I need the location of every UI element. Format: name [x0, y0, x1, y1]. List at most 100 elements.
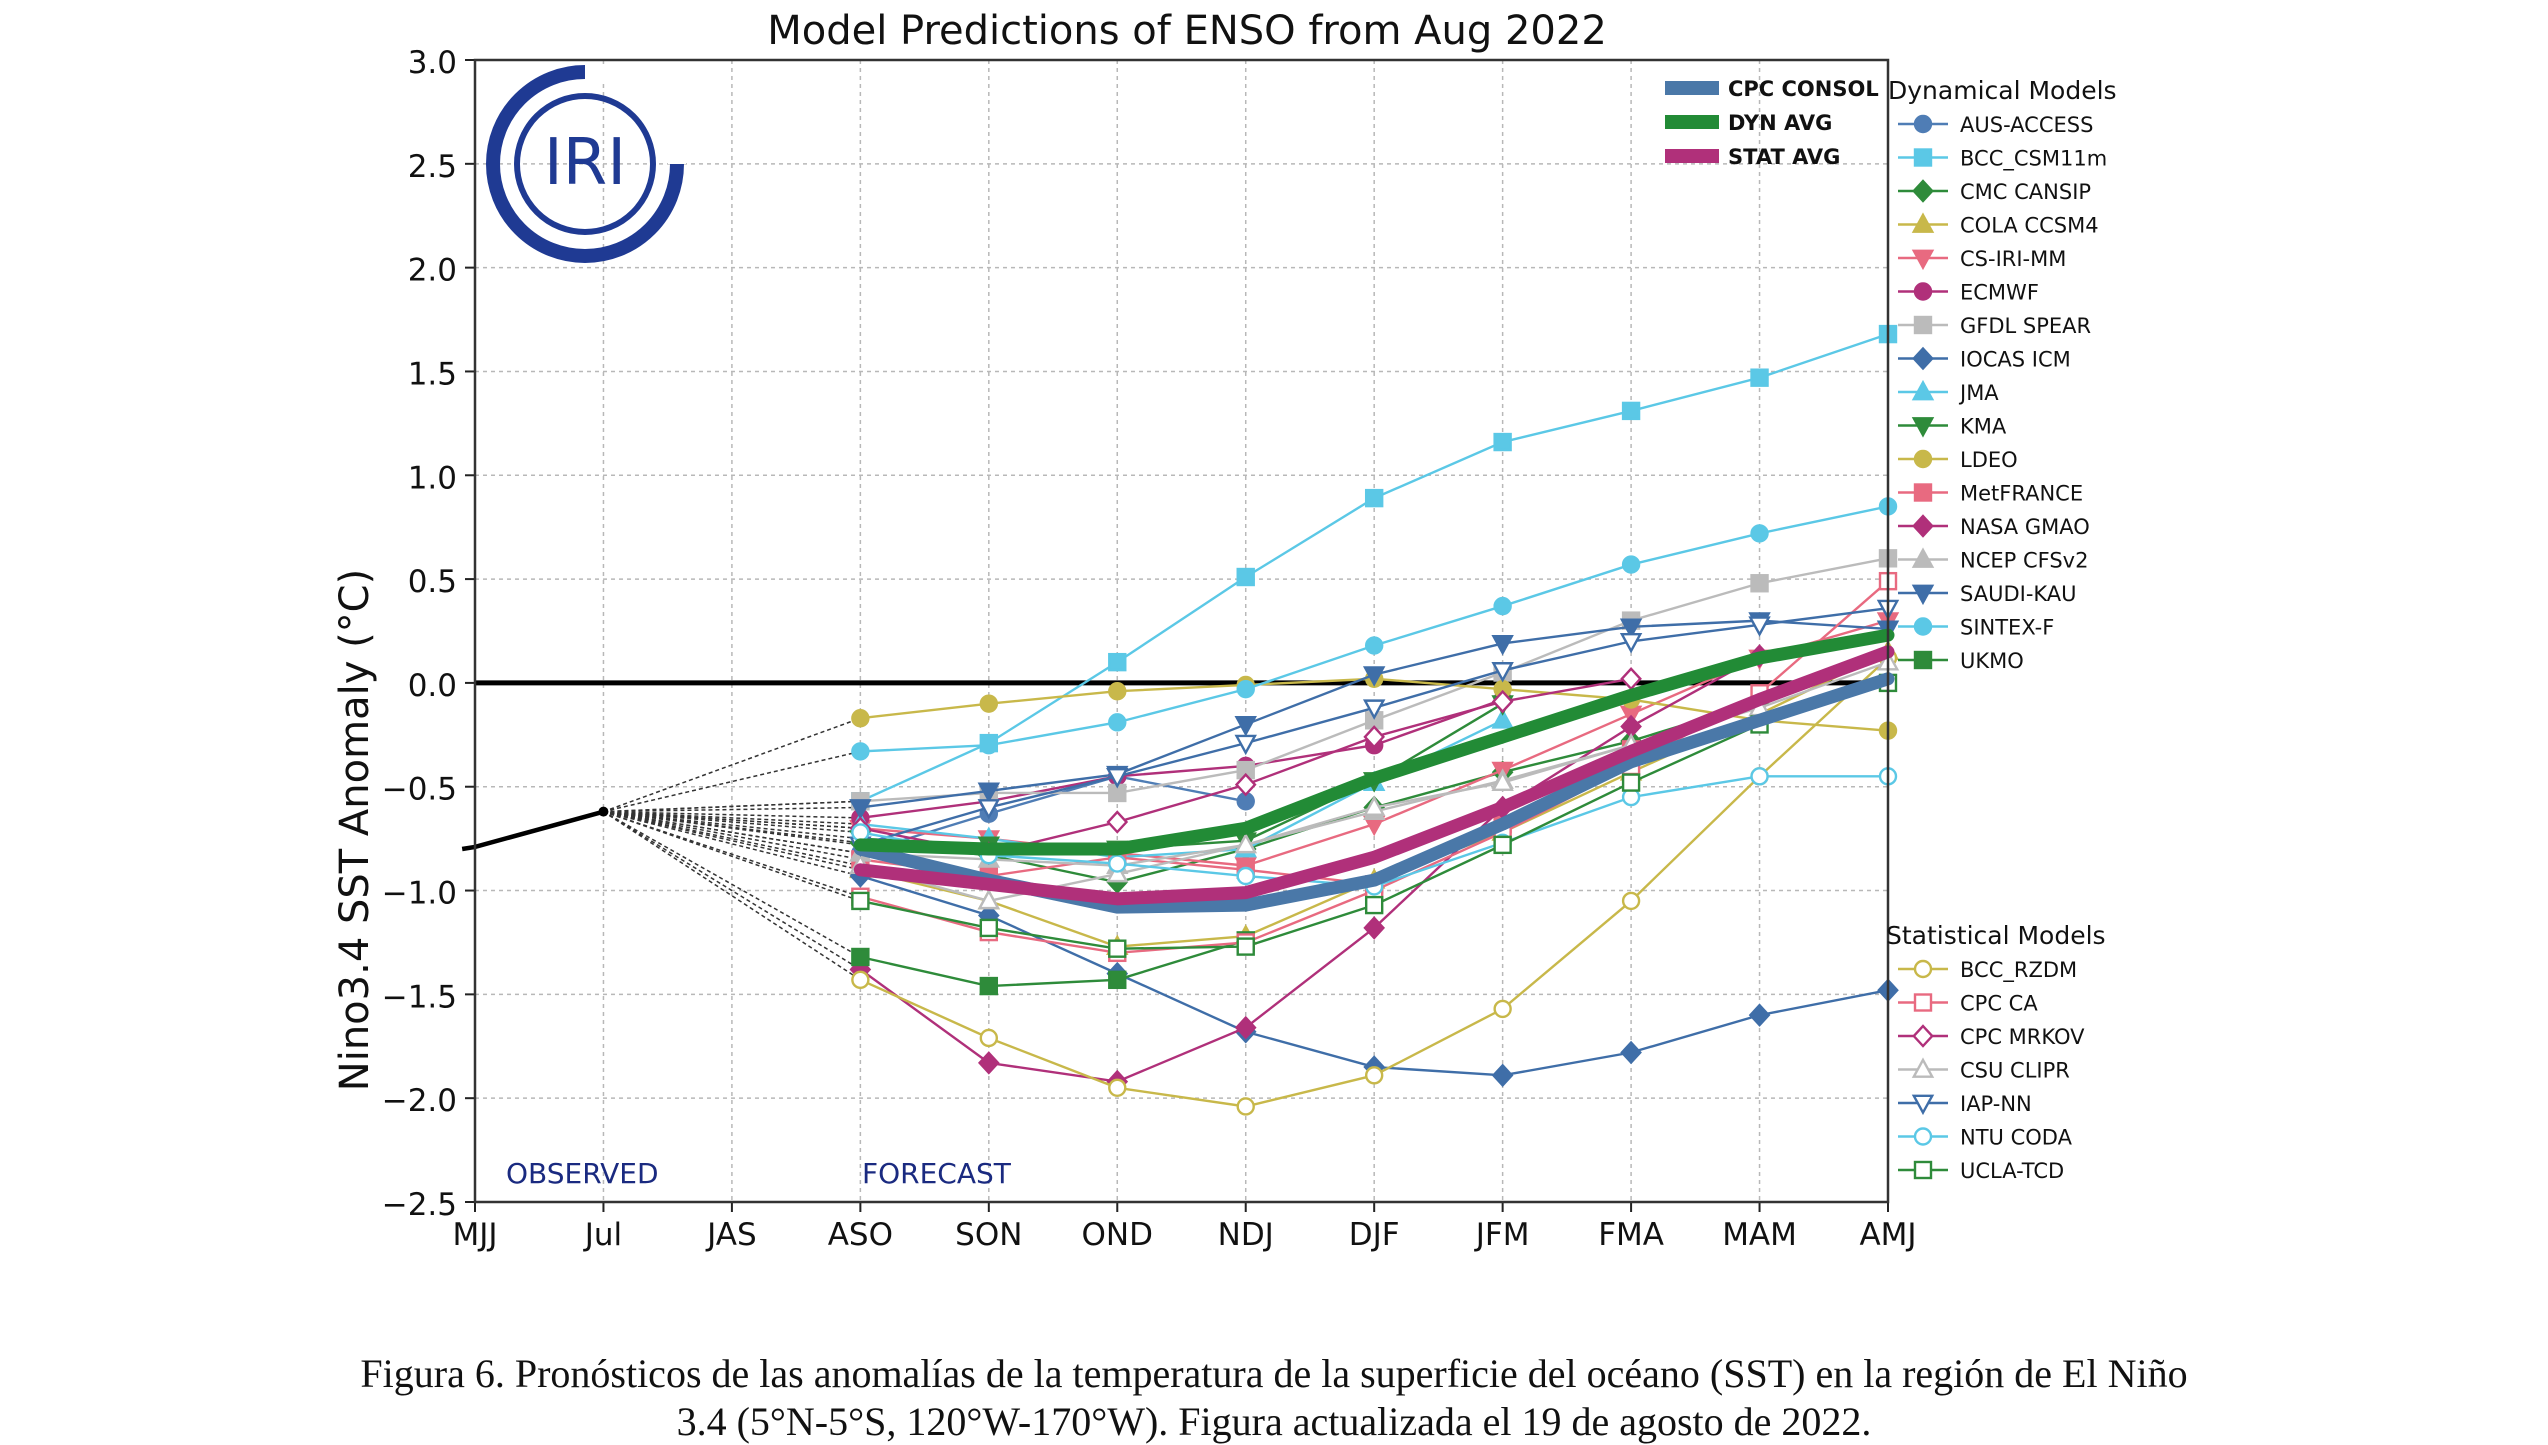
legend-label: BCC_RZDM [1960, 958, 2077, 983]
dynamical-models-title: Dynamical Models [1888, 76, 2117, 105]
point-jma [1491, 708, 1514, 729]
x-tick-label: JFM [1474, 1217, 1530, 1253]
point-bcc-rzdm [1108, 1078, 1127, 1098]
forecast-connector [603, 810, 861, 846]
series-line-ecmwf [860, 698, 1504, 820]
logo-text: IRI [544, 126, 626, 200]
legend-label: ECMWF [1960, 281, 2039, 305]
series-ukmo [851, 931, 1255, 996]
point-ucla-tcd [1236, 937, 1255, 956]
point-cpc-mrkov [1620, 666, 1642, 691]
observed-line [461, 809, 605, 852]
legend-label: MetFRANCE [1960, 482, 2083, 506]
legend-marker [1912, 514, 1934, 538]
forecast-connector [603, 810, 861, 877]
point-iap-nn [1234, 734, 1257, 756]
forecast-connector [603, 810, 861, 840]
legend-label: SINTEX-F [1960, 616, 2054, 640]
forecast-connector [603, 810, 861, 819]
figure-caption-line2: 3.4 (5°N-5°S, 120°W-170°W). Figura actua… [676, 1399, 1872, 1444]
forecast-connector [603, 811, 861, 981]
point-saudi-kau [1234, 716, 1257, 737]
point-saudi-kau [977, 782, 1001, 803]
legend-label: KMA [1960, 415, 2007, 439]
point-ucla-tcd [1493, 835, 1512, 855]
plot-frame [473, 58, 1890, 1204]
iri-logo: IRI [486, 63, 686, 263]
forecast-connector [603, 810, 861, 854]
legend-label: CMC CANSIP [1960, 180, 2091, 204]
point-bcc-rzdm [851, 970, 870, 990]
point-sintex-f [1750, 524, 1769, 543]
point-ukmo [851, 947, 870, 967]
point-csu-clipr [977, 888, 1001, 910]
x-tick-label: FMA [1598, 1217, 1664, 1253]
legend-label: SAUDI-KAU [1960, 582, 2077, 606]
models-legend: Dynamical Models AUS-ACCESS BCC_CSM11m CMC … [1886, 76, 2117, 1183]
legend-marker [1911, 417, 1935, 438]
forecast-connector [603, 810, 861, 867]
y-tick-label: 0.0 [408, 668, 457, 704]
point-ldeo [851, 709, 870, 728]
point-sintex-f [1236, 679, 1255, 699]
point-ucla-tcd [851, 891, 870, 911]
point-ucla-tcd [1621, 773, 1641, 792]
y-tick-label: −2.5 [382, 1187, 457, 1223]
forecast-connector [603, 806, 861, 813]
point-iocas-icm [1491, 1063, 1514, 1088]
legend-swatch-avg [1665, 81, 1719, 95]
point-ukmo [1108, 970, 1127, 990]
legend-marker [1911, 249, 1935, 271]
chart-title: Model Predictions of ENSO from Aug 2022 [767, 8, 1607, 54]
point-bcc-rzdm [1364, 1066, 1384, 1085]
legend-marker [1912, 1024, 1934, 1048]
point-sintex-f [1364, 636, 1384, 655]
point-ldeo [1108, 682, 1127, 701]
x-tick-label: JAS [705, 1217, 756, 1253]
avg-line-dyn-avg [853, 628, 1895, 856]
forecast-connector [603, 810, 861, 958]
point-iap-nn [1748, 616, 1771, 637]
legend-marker [1912, 346, 1934, 371]
x-tick-label: Jul [583, 1217, 622, 1253]
legend-marker [1911, 584, 1935, 606]
legend-marker [1913, 449, 1933, 469]
grid-lines [465, 59, 1889, 1203]
point-bcc-csm11m [1621, 401, 1641, 421]
series-line-ukmo [860, 939, 1247, 988]
point-iap-nn [1491, 662, 1514, 683]
point-ucla-tcd [1364, 895, 1384, 915]
legend-label: NTU CODA [1960, 1126, 2073, 1150]
legend-label: LDEO [1960, 448, 2018, 472]
forecast-connector [603, 750, 861, 813]
series-ucla-tcd [851, 673, 1898, 958]
legend-label: NCEP CFSv2 [1960, 549, 2088, 573]
avg-line-stat-avg [853, 645, 1895, 906]
averages-legend: CPC CONSOL DYN AVG STAT AVG [1665, 77, 1879, 169]
series-cpc-mrkov [849, 666, 1642, 865]
x-tick-label: OND [1082, 1217, 1153, 1253]
point-sintex-f [979, 736, 999, 755]
y-tick-label: 2.0 [408, 253, 457, 289]
point-bcc-rzdm [1493, 999, 1512, 1019]
point-cpc-mrkov [1234, 772, 1257, 797]
figure-caption-line1: Figura 6. Pronósticos de las anomalías d… [360, 1351, 2188, 1396]
point-csu-clipr [1362, 795, 1386, 816]
point-nasa-gmao [977, 1051, 1000, 1075]
legend-marker [1911, 1057, 1935, 1078]
series-sintex-f [851, 497, 1898, 761]
legend-label: COLA CCSM4 [1960, 214, 2099, 238]
y-tick-label: 0.5 [408, 564, 457, 600]
x-tick-label: MAM [1722, 1217, 1797, 1253]
point-iocas-icm [1620, 1040, 1642, 1065]
legend-marker [1913, 315, 1933, 335]
x-tick-label: DJF [1349, 1217, 1400, 1253]
legend-label: IAP-NN [1960, 1092, 2032, 1116]
averages-group [853, 628, 1895, 914]
legend-marker [1913, 617, 1933, 636]
point-saudi-kau [1619, 618, 1643, 639]
legend-marker [1913, 282, 1933, 301]
point-ntu-coda [1236, 866, 1255, 886]
legend-label: BCC_CSM11m [1960, 147, 2107, 172]
y-tick-label: 1.5 [408, 356, 457, 392]
